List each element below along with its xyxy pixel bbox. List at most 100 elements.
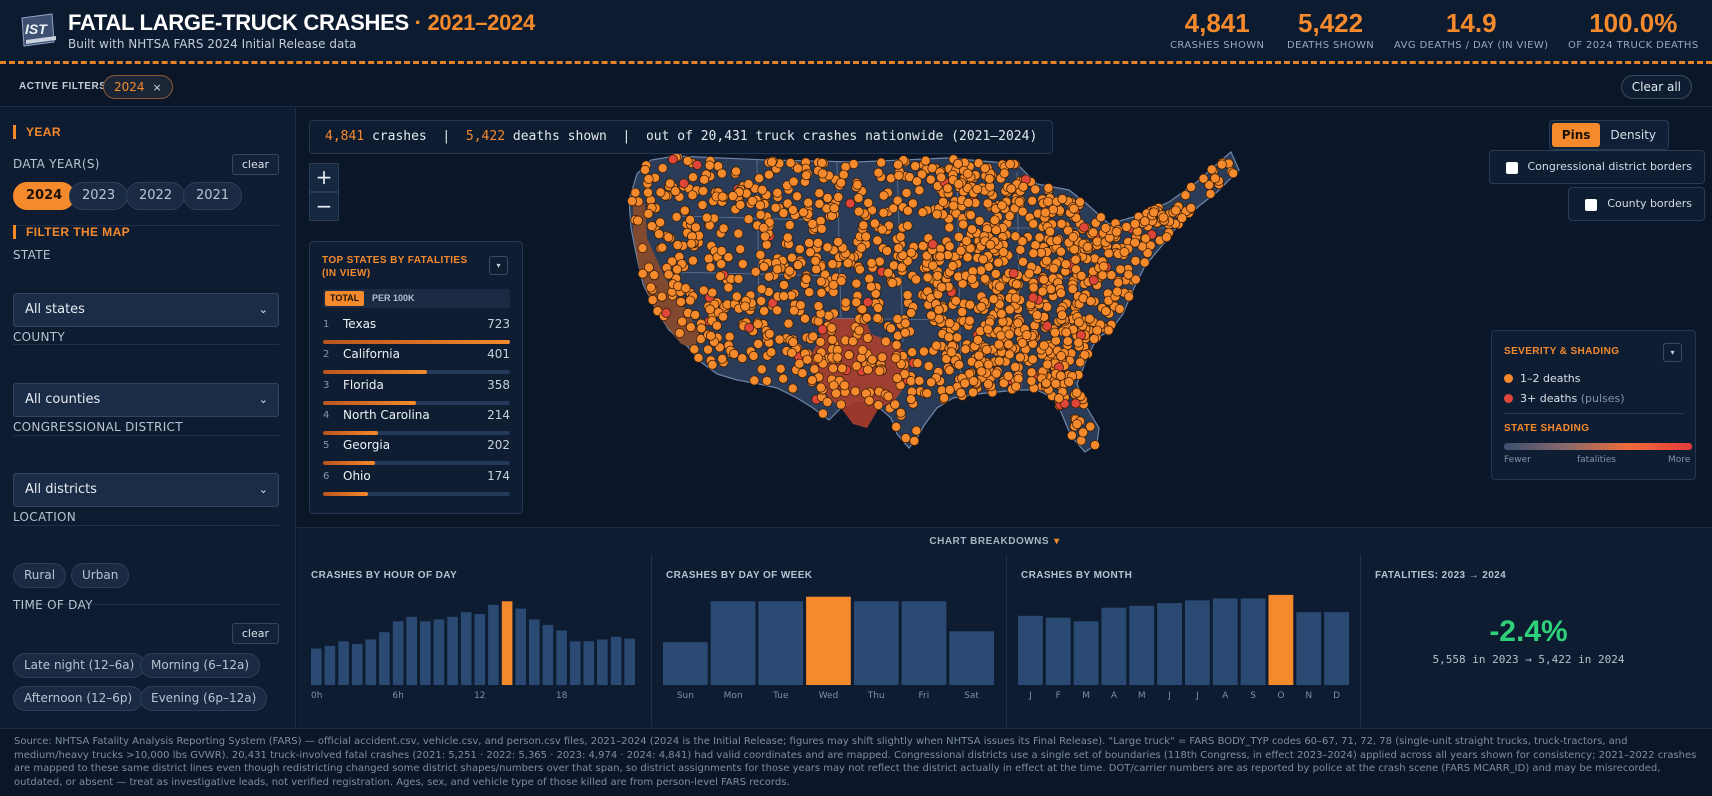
crash-pin[interactable] <box>733 228 744 239</box>
crash-pin[interactable] <box>743 214 754 225</box>
crash-pin[interactable] <box>778 291 789 302</box>
crash-pin[interactable] <box>948 200 959 211</box>
crash-pin[interactable] <box>807 375 818 386</box>
chart-bar[interactable] <box>433 619 445 686</box>
crash-pin[interactable] <box>1088 275 1099 286</box>
crash-pin[interactable] <box>645 282 656 293</box>
top-state-row[interactable]: 2 California 401 <box>323 347 510 380</box>
state-select[interactable]: All states ⌄ <box>13 293 279 327</box>
crash-pin[interactable] <box>778 208 789 219</box>
crash-pin[interactable] <box>836 177 847 188</box>
collapse-chevron-icon[interactable]: ▾ <box>489 256 508 275</box>
crash-pin[interactable] <box>1067 284 1078 295</box>
chart-bar[interactable] <box>1157 603 1182 685</box>
crash-pin[interactable] <box>936 282 947 293</box>
crash-pin[interactable] <box>805 247 816 258</box>
crash-pin[interactable] <box>967 273 978 284</box>
crash-pin[interactable] <box>763 271 774 282</box>
crash-pin[interactable] <box>795 300 806 311</box>
crash-pin[interactable] <box>1228 168 1239 179</box>
crash-pin[interactable] <box>787 383 798 394</box>
crash-pin[interactable] <box>988 294 999 305</box>
chart-bar[interactable] <box>515 608 526 685</box>
clear-time-of-day-button[interactable]: clear <box>231 623 279 644</box>
crash-pin[interactable] <box>815 382 826 393</box>
crash-pin[interactable] <box>906 394 917 405</box>
crash-pin[interactable] <box>1032 310 1043 321</box>
crash-pin[interactable] <box>699 174 710 185</box>
crash-pin[interactable] <box>954 359 965 370</box>
crash-pin[interactable] <box>1158 212 1169 223</box>
chart-bar[interactable] <box>501 601 513 685</box>
crash-pin[interactable] <box>704 160 715 171</box>
chart-bar[interactable] <box>901 601 947 685</box>
crash-pin[interactable] <box>980 273 991 284</box>
crash-pin[interactable] <box>916 169 927 180</box>
chart-bar[interactable] <box>597 639 608 686</box>
crash-pin[interactable] <box>1003 370 1014 381</box>
crash-pin[interactable] <box>798 207 809 218</box>
crash-pin[interactable] <box>1006 183 1017 194</box>
crash-pin[interactable] <box>640 164 651 175</box>
chart-bar[interactable] <box>556 630 567 685</box>
crash-pin[interactable] <box>911 425 922 436</box>
crash-pin[interactable] <box>991 368 1002 379</box>
crash-pin[interactable] <box>1119 246 1130 257</box>
year-pill-2024[interactable]: 2024 <box>13 182 76 210</box>
crash-pin[interactable] <box>944 384 955 395</box>
crash-pin[interactable] <box>1042 320 1053 331</box>
crash-pin[interactable] <box>904 172 915 183</box>
chart-bar[interactable] <box>460 612 472 685</box>
crash-pin[interactable] <box>1079 349 1090 360</box>
crash-pin[interactable] <box>727 191 738 202</box>
crash-pin[interactable] <box>976 301 987 312</box>
crash-pin[interactable] <box>892 195 903 206</box>
crash-pin[interactable] <box>674 328 685 339</box>
district-select[interactable]: All districts ⌄ <box>13 473 279 507</box>
crash-pin[interactable] <box>939 392 950 403</box>
crash-pin[interactable] <box>1103 325 1114 336</box>
crash-pin[interactable] <box>893 243 904 254</box>
crash-pin[interactable] <box>646 221 657 232</box>
crash-pin[interactable] <box>922 272 933 283</box>
crash-pin[interactable] <box>715 271 726 282</box>
crash-pin[interactable] <box>976 265 987 276</box>
crash-pin[interactable] <box>774 334 785 345</box>
us-map-canvas[interactable] <box>297 108 1707 527</box>
chart-bar[interactable] <box>1324 612 1349 685</box>
crash-pin[interactable] <box>761 239 772 250</box>
crash-pin[interactable] <box>675 296 686 307</box>
crash-pin[interactable] <box>1028 218 1039 229</box>
crash-pin[interactable] <box>1015 352 1026 363</box>
crash-pin[interactable] <box>869 218 880 229</box>
checkbox-icon[interactable] <box>1505 162 1518 174</box>
crash-pin[interactable] <box>686 238 697 249</box>
crash-pin[interactable] <box>822 193 833 204</box>
crash-pin[interactable] <box>1075 357 1086 368</box>
crash-pin[interactable] <box>690 222 701 233</box>
zoom-out-button[interactable]: − <box>309 192 339 221</box>
crash-pin[interactable] <box>888 203 899 214</box>
crash-pin[interactable] <box>1028 282 1039 293</box>
crash-pin[interactable] <box>1113 277 1124 288</box>
crash-pin[interactable] <box>1057 310 1068 321</box>
crash-pin[interactable] <box>958 219 969 230</box>
crash-pin[interactable] <box>1130 237 1141 248</box>
chart-bar[interactable] <box>1212 598 1238 686</box>
tod-pill-late-night[interactable]: Late night (12–6a) <box>13 653 146 678</box>
crash-pin[interactable] <box>647 294 658 305</box>
crash-pin[interactable] <box>778 279 789 290</box>
crash-map[interactable]: 4,841 crashes | 5,422 deaths shown | out… <box>297 108 1707 527</box>
chart-bar[interactable] <box>351 644 363 685</box>
crash-pin[interactable] <box>718 223 729 234</box>
crash-pin[interactable] <box>1038 274 1049 285</box>
crash-pin[interactable] <box>792 163 803 174</box>
crash-pin[interactable] <box>864 273 875 284</box>
crash-pin[interactable] <box>1177 213 1188 224</box>
chart-bar[interactable] <box>758 601 804 685</box>
crash-pin[interactable] <box>787 204 798 215</box>
tod-pill-morning[interactable]: Morning (6–12a) <box>140 653 261 678</box>
crash-pin[interactable] <box>1043 196 1054 207</box>
chart-bar[interactable] <box>663 642 708 685</box>
crash-pin[interactable] <box>813 301 824 312</box>
